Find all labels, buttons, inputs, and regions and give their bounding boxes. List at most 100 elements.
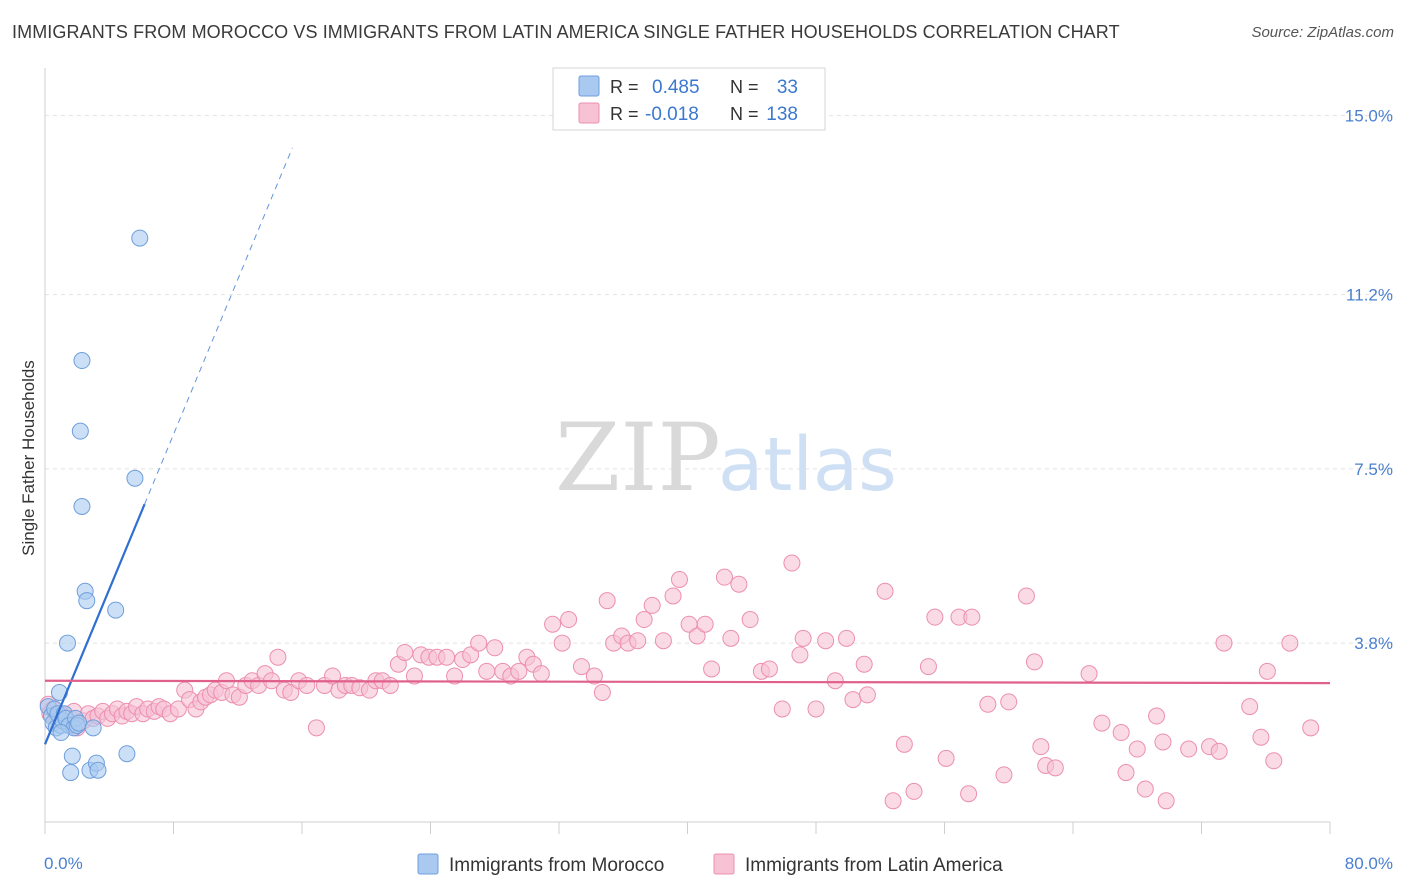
latin-america-point-90 bbox=[635, 611, 653, 629]
latin-america-point-46 bbox=[282, 684, 300, 702]
legend-n-value-2: 138 bbox=[766, 104, 798, 125]
latin-america-point-115 bbox=[858, 686, 876, 704]
latin-america-point-85 bbox=[598, 592, 616, 610]
latin-america-point-92 bbox=[654, 632, 672, 650]
latin-america-point-142 bbox=[1157, 792, 1175, 810]
latin-america-point-130 bbox=[1025, 653, 1043, 671]
morocco-point-20 bbox=[71, 422, 89, 440]
latin-america-point-27 bbox=[169, 700, 187, 718]
legend-r-value-1: 0.485 bbox=[652, 77, 700, 98]
source-label: Source: ZipAtlas.com bbox=[1251, 24, 1394, 41]
bottom-legend-swatch-latin-america bbox=[713, 853, 735, 875]
morocco-point-32 bbox=[52, 724, 70, 742]
latin-america-point-80 bbox=[553, 634, 571, 652]
legend-r-label-2: R = bbox=[610, 104, 639, 124]
legend-n-label-2: N = bbox=[730, 104, 759, 124]
latin-america-point-44 bbox=[269, 648, 287, 666]
latin-america-point-97 bbox=[696, 615, 714, 633]
latin-america-point-98 bbox=[703, 660, 721, 678]
latin-america-point-146 bbox=[1215, 634, 1233, 652]
latin-america-point-122 bbox=[937, 749, 955, 767]
latin-america-point-119 bbox=[905, 782, 923, 800]
x-tick-max: 80.0% bbox=[1345, 854, 1393, 873]
latin-america-point-129 bbox=[1017, 587, 1035, 605]
latin-america-point-143 bbox=[1180, 740, 1198, 758]
latin-america-point-83 bbox=[585, 667, 603, 685]
latin-america-point-148 bbox=[1252, 728, 1270, 746]
morocco-point-11 bbox=[58, 634, 76, 652]
latin-america-point-114 bbox=[855, 655, 873, 673]
latin-america-point-151 bbox=[1281, 634, 1299, 652]
latin-america-point-141 bbox=[1154, 733, 1172, 751]
morocco-point-25 bbox=[84, 719, 102, 737]
latin-america-trend-line bbox=[44, 679, 1331, 685]
legend-r-label-1: R = bbox=[610, 77, 639, 97]
watermark-atlas: atlas bbox=[718, 422, 897, 508]
morocco-point-31 bbox=[131, 229, 149, 247]
morocco-trend-line bbox=[43, 503, 146, 745]
latin-america-point-84 bbox=[593, 684, 611, 702]
latin-america-point-78 bbox=[532, 665, 550, 683]
latin-america-point-136 bbox=[1112, 724, 1130, 742]
latin-america-point-139 bbox=[1136, 780, 1154, 798]
latin-america-point-48 bbox=[298, 676, 316, 694]
latin-america-point-99 bbox=[715, 568, 733, 586]
latin-america-point-145 bbox=[1210, 742, 1228, 760]
bottom-legend-latin-america: Immigrants from Latin America bbox=[745, 855, 1003, 876]
latin-america-point-106 bbox=[783, 554, 801, 572]
latin-america-point-82 bbox=[572, 658, 590, 676]
legend-r-value-2: -0.018 bbox=[645, 104, 699, 125]
latin-america-point-105 bbox=[773, 700, 791, 718]
latin-america-point-61 bbox=[396, 643, 414, 661]
latin-america-point-107 bbox=[791, 646, 809, 664]
latin-america-point-118 bbox=[895, 735, 913, 753]
latin-america-point-93 bbox=[664, 587, 682, 605]
latin-america-point-91 bbox=[643, 596, 661, 614]
latin-america-point-128 bbox=[995, 766, 1013, 784]
latin-america-point-109 bbox=[807, 700, 825, 718]
latin-america-point-72 bbox=[486, 639, 504, 657]
series-legend: Immigrants from Morocco Immigrants from … bbox=[417, 853, 1003, 876]
latin-america-point-102 bbox=[741, 611, 759, 629]
latin-america-point-59 bbox=[381, 676, 399, 694]
latin-america-point-117 bbox=[884, 792, 902, 810]
y-tick-label-2: 11.2% bbox=[1346, 286, 1393, 305]
morocco-point-18 bbox=[70, 714, 88, 732]
latin-america-point-66 bbox=[438, 648, 456, 666]
latin-america-point-108 bbox=[794, 629, 812, 647]
legend-swatch-latin-america bbox=[578, 102, 600, 124]
latin-america-point-125 bbox=[963, 608, 981, 626]
latin-america-point-70 bbox=[470, 634, 488, 652]
morocco-trend-extension bbox=[144, 147, 293, 505]
gridlines bbox=[45, 115, 1393, 644]
bottom-legend-swatch-morocco bbox=[417, 853, 439, 875]
y-tick-labels: 3.8% 7.5% 11.2% 15.0% bbox=[1345, 107, 1393, 653]
latin-america-point-79 bbox=[544, 615, 562, 633]
bottom-legend-morocco: Immigrants from Morocco bbox=[449, 855, 664, 876]
latin-america-point-49 bbox=[307, 719, 325, 737]
morocco-point-29 bbox=[118, 745, 136, 763]
latin-america-point-131 bbox=[1032, 738, 1050, 756]
latin-america-point-120 bbox=[919, 658, 937, 676]
latin-america-point-152 bbox=[1302, 719, 1320, 737]
y-tick-label-0: 3.8% bbox=[1354, 634, 1393, 653]
latin-america-point-104 bbox=[760, 660, 778, 678]
latin-america-point-96 bbox=[688, 627, 706, 645]
legend-n-label-1: N = bbox=[730, 77, 759, 97]
latin-america-point-81 bbox=[560, 611, 578, 629]
legend-n-value-1: 33 bbox=[777, 77, 798, 98]
watermark-zip: ZIP bbox=[555, 404, 721, 513]
morocco-point-23 bbox=[78, 592, 96, 610]
morocco-point-14 bbox=[63, 747, 81, 765]
latin-america-point-94 bbox=[670, 570, 688, 588]
chart-title: IMMIGRANTS FROM MOROCCO VS IMMIGRANTS FR… bbox=[12, 22, 1120, 42]
latin-america-point-101 bbox=[730, 575, 748, 593]
latin-america-point-51 bbox=[324, 667, 342, 685]
morocco-point-28 bbox=[107, 601, 125, 619]
stats-legend: R = 0.485 N = 33 R = -0.018 N = 138 bbox=[552, 67, 826, 131]
morocco-points bbox=[39, 229, 149, 782]
latin-america-point-127 bbox=[1000, 693, 1018, 711]
latin-america-point-135 bbox=[1093, 714, 1111, 732]
latin-america-point-67 bbox=[446, 667, 464, 685]
